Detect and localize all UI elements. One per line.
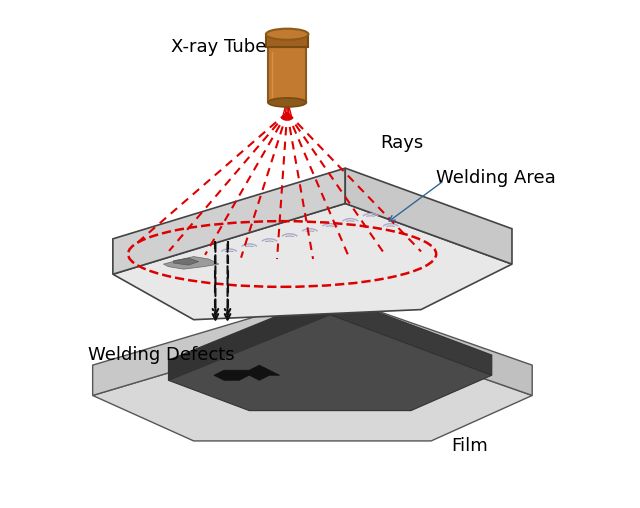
Ellipse shape bbox=[268, 98, 307, 107]
Polygon shape bbox=[168, 314, 492, 410]
Polygon shape bbox=[163, 257, 219, 269]
Polygon shape bbox=[330, 295, 492, 375]
Polygon shape bbox=[93, 325, 532, 441]
Polygon shape bbox=[168, 295, 330, 380]
Polygon shape bbox=[330, 295, 532, 395]
Polygon shape bbox=[214, 365, 280, 380]
Polygon shape bbox=[345, 168, 512, 264]
Text: X-ray Tube: X-ray Tube bbox=[172, 38, 267, 56]
Text: Welding Defects: Welding Defects bbox=[88, 346, 234, 364]
Polygon shape bbox=[266, 34, 308, 47]
Text: Film: Film bbox=[451, 437, 488, 455]
Polygon shape bbox=[113, 204, 512, 320]
Polygon shape bbox=[93, 295, 330, 395]
Text: Welding Area: Welding Area bbox=[436, 169, 556, 187]
Polygon shape bbox=[113, 168, 345, 274]
Text: Rays: Rays bbox=[381, 134, 424, 152]
Ellipse shape bbox=[266, 28, 308, 40]
Polygon shape bbox=[268, 47, 307, 103]
Polygon shape bbox=[173, 258, 199, 265]
